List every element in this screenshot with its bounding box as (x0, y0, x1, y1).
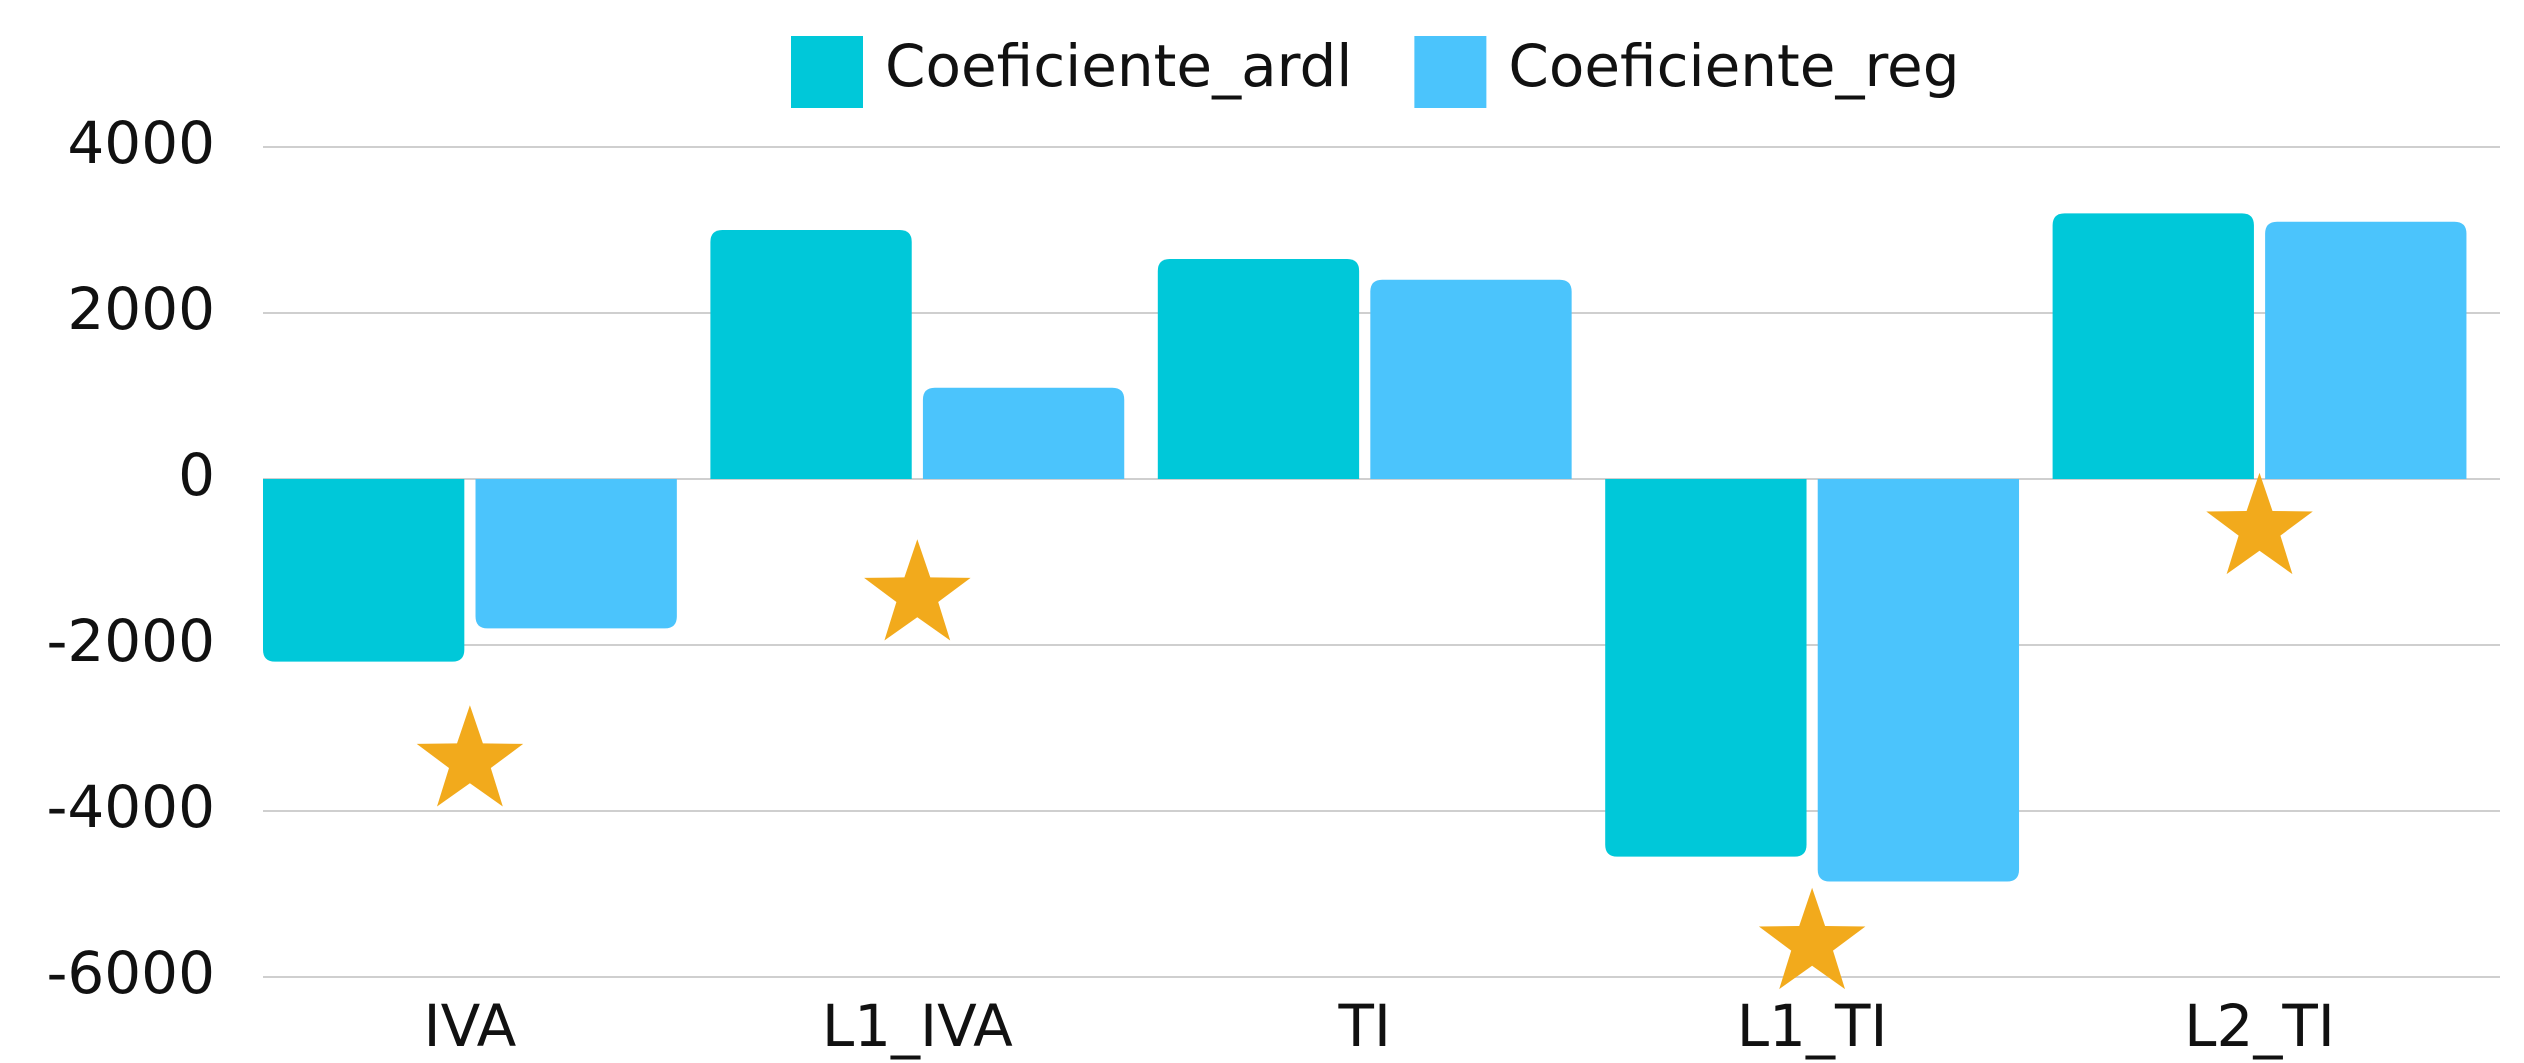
legend-label: Coeficiente_reg (1508, 32, 1959, 100)
y-tick-label: -4000 (46, 773, 215, 841)
marker-star (864, 539, 971, 641)
x-tick-label: TI (1337, 992, 1391, 1060)
bar (1370, 279, 1572, 479)
x-tick-label: L1_IVA (822, 992, 1013, 1060)
y-tick-label: 2000 (67, 275, 215, 343)
x-tick-label: L1_TI (1737, 992, 1888, 1060)
marker-star (2206, 472, 2313, 575)
bar (475, 479, 677, 629)
x-tick-label: L2_TI (2184, 992, 2335, 1060)
marker-star (1758, 887, 1866, 990)
bar (1157, 259, 1360, 479)
y-tick-label: -6000 (46, 939, 215, 1007)
bar (922, 387, 1125, 479)
x-tick-label: IVA (424, 992, 517, 1060)
marker-star (416, 705, 524, 807)
y-tick-label: 4000 (67, 109, 215, 177)
bar (2265, 221, 2467, 479)
bar (263, 479, 465, 662)
y-tick-label: 0 (178, 441, 215, 509)
legend-swatch (791, 36, 863, 108)
bar (1817, 479, 2020, 882)
bar (1605, 479, 1807, 857)
y-tick-label: -2000 (46, 607, 215, 675)
bar (2052, 213, 2254, 479)
legend-swatch (1414, 36, 1487, 108)
bar (710, 230, 912, 479)
legend-label: Coeficiente_ardl (885, 32, 1352, 100)
